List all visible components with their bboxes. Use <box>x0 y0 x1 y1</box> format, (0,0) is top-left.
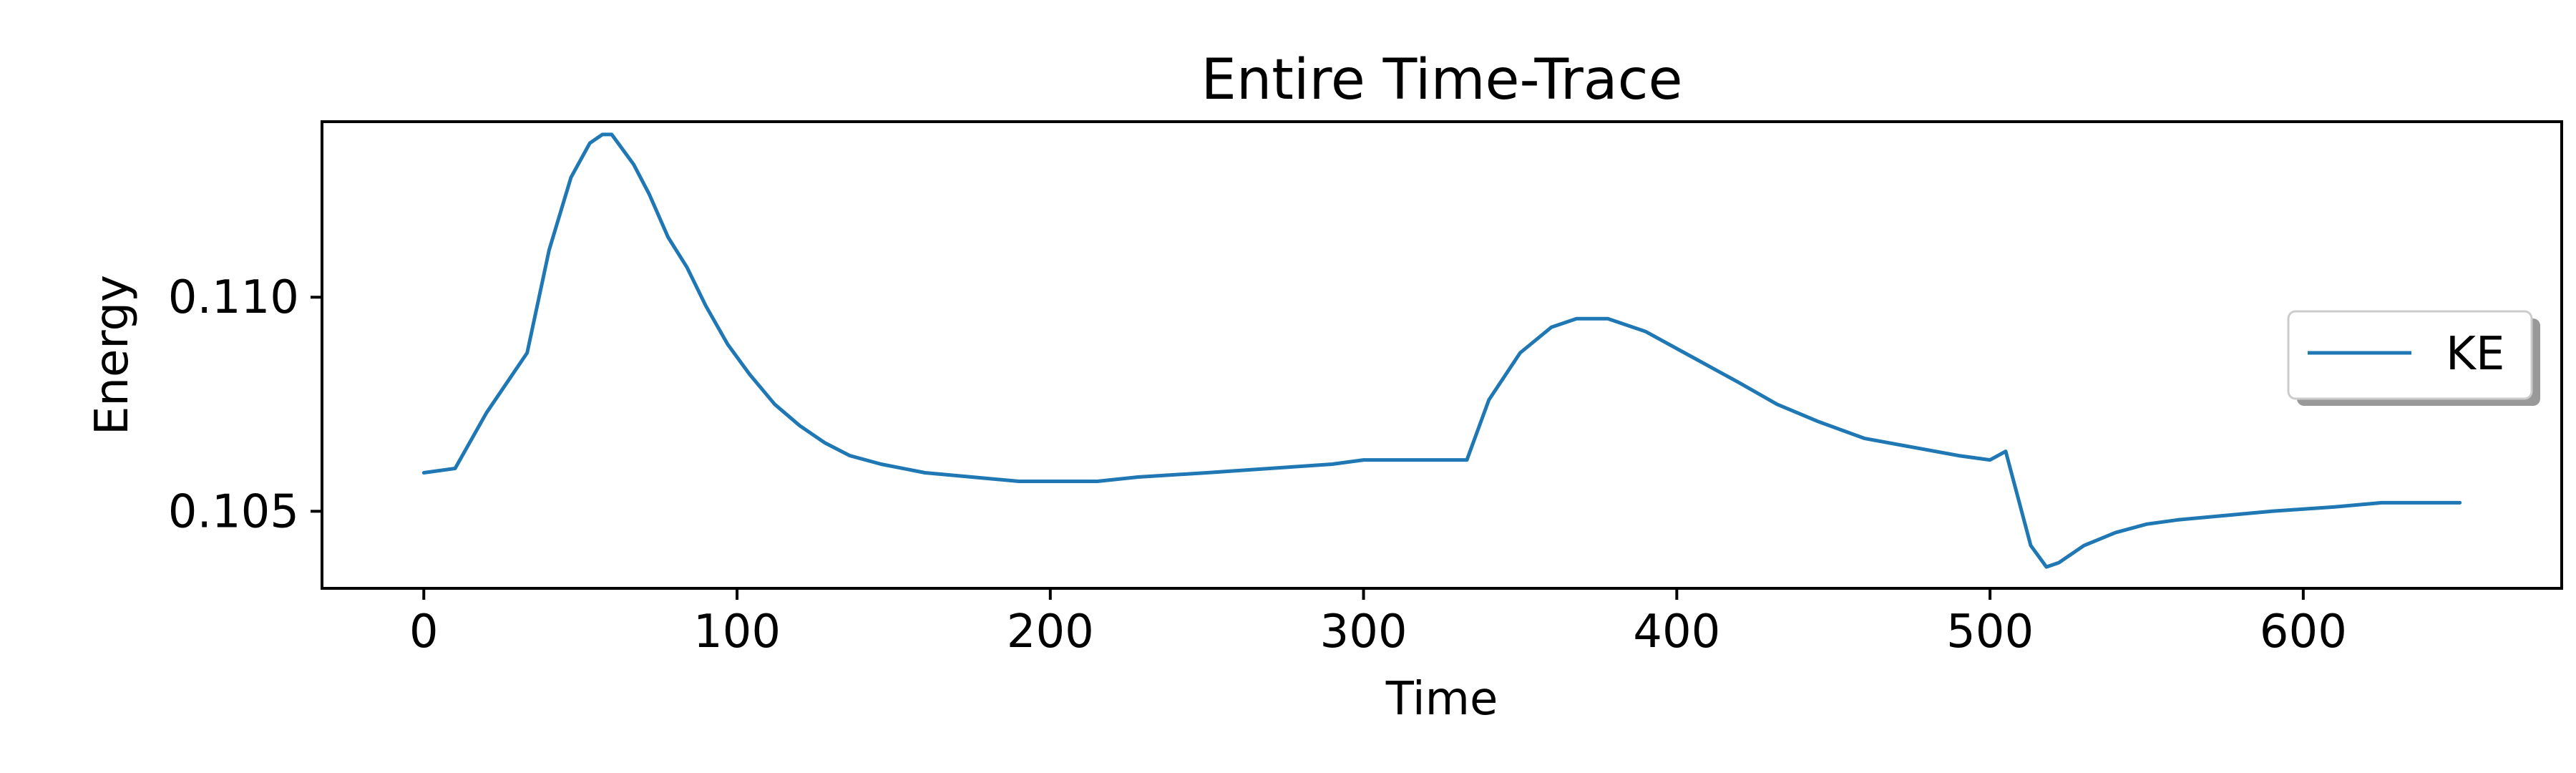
x-tick-label: 0 <box>409 606 439 658</box>
x-tick-label: 500 <box>1946 606 2034 658</box>
plot-area <box>321 120 2563 590</box>
legend-box <box>2287 310 2533 400</box>
y-tick-label: 0.105 <box>168 485 299 538</box>
x-tick-label: 200 <box>1007 606 1094 658</box>
x-axis-ticks: 0 100 200 300 400 500 600 <box>409 588 2347 658</box>
series-layer <box>421 132 2462 569</box>
x-tick-label: 400 <box>1633 606 1720 658</box>
y-axis-ticks: 0.105 0.110 <box>168 271 322 538</box>
y-axis-label: Energy <box>86 275 139 435</box>
series-line-ke <box>421 132 2462 569</box>
legend-label: KE <box>2446 328 2504 381</box>
x-tick-label: 100 <box>693 606 781 658</box>
x-tick-label: 300 <box>1319 606 1407 658</box>
x-tick-label: 600 <box>2260 606 2347 658</box>
y-tick-label: 0.110 <box>168 271 299 324</box>
legend: KE <box>2287 310 2540 406</box>
chart-title: Entire Time-Trace <box>1201 48 1683 112</box>
x-axis-label: Time <box>1385 673 1498 726</box>
